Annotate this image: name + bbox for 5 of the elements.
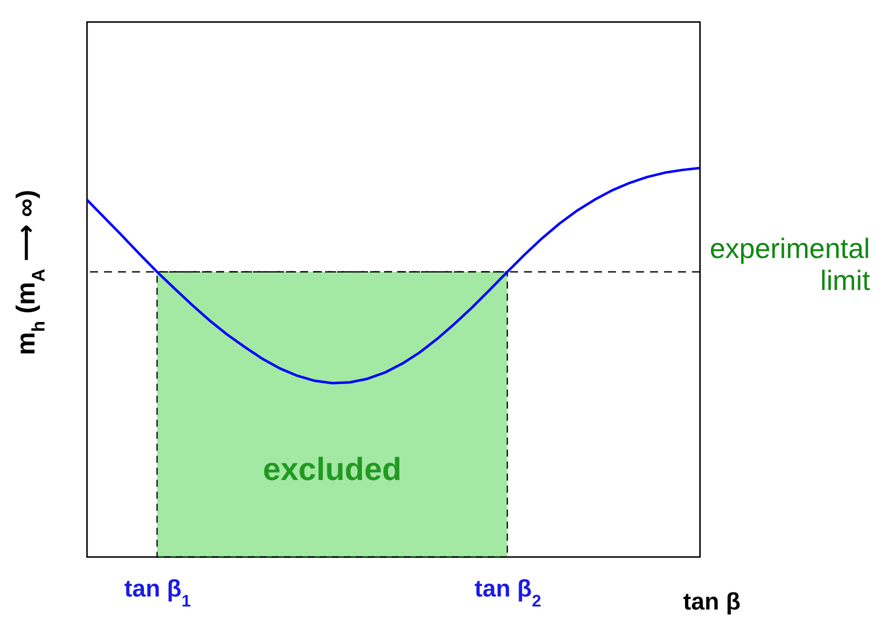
ref-line-label: experimental limit <box>710 232 870 296</box>
band-label: excluded <box>262 451 402 487</box>
x-axis-title: tan β <box>683 588 740 616</box>
x-tick-label: tan β$_{2}$ <box>474 576 542 610</box>
x-tick-label: tan β$_{1}$ <box>124 576 191 610</box>
